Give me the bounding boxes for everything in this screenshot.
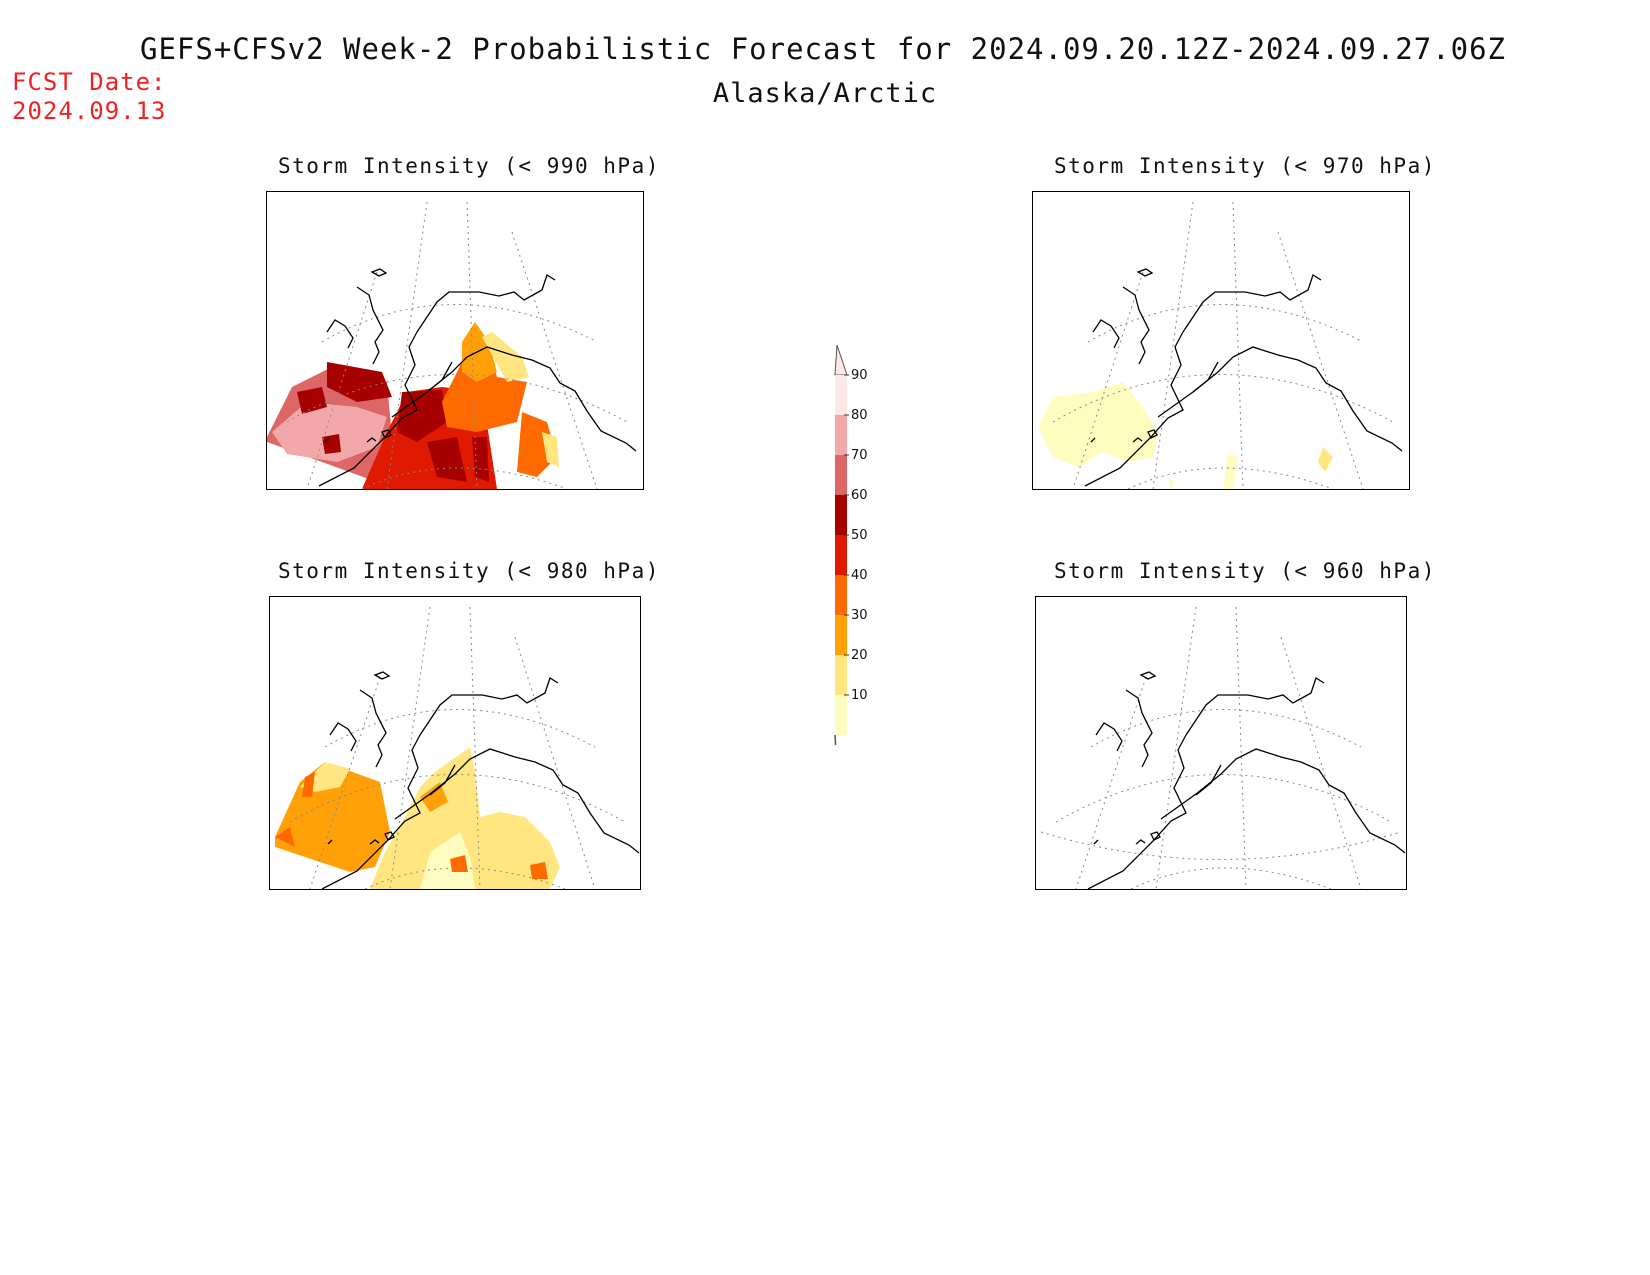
legend-label-90: 90: [851, 368, 868, 383]
legend-label-70: 70: [851, 448, 868, 463]
legend-label-30: 30: [851, 608, 868, 623]
map-graticule: [1040, 606, 1402, 889]
alaska-coastline: [321, 671, 640, 889]
map-panel-980: [269, 596, 641, 890]
legend-swatch-20: [835, 655, 847, 695]
panel-title-980: Storm Intensity (< 980 hPa): [278, 559, 660, 583]
legend-label-60: 60: [851, 488, 868, 503]
forecast-date-label: FCST Date:: [12, 68, 167, 96]
legend-swatch-10: [835, 695, 847, 735]
legend-swatch-50: [835, 535, 847, 575]
map-panel-970: [1032, 191, 1410, 490]
legend-label-20: 20: [851, 648, 868, 663]
legend-label-50: 50: [851, 528, 868, 543]
alaska-coastline: [1084, 268, 1403, 487]
alaska-coastline: [1087, 671, 1406, 889]
forecast-date-value: 2024.09.13: [12, 97, 167, 125]
map-graticule: [1052, 201, 1394, 489]
legend-label-80: 80: [851, 408, 868, 423]
legend-top-wedge: [834, 344, 848, 376]
probability-shading: [1038, 382, 1333, 489]
legend-swatch-80: [835, 415, 847, 455]
legend-label-10: 10: [851, 688, 868, 703]
legend-label-40: 40: [851, 568, 868, 583]
color-legend: 10 20 30 40 50 60 70 80 90: [820, 335, 880, 771]
legend-swatch-60: [835, 495, 847, 535]
region-subtitle: Alaska/Arctic: [712, 78, 938, 109]
legend-swatch-70: [835, 455, 847, 495]
map-panel-990: [266, 191, 644, 490]
panel-title-990: Storm Intensity (< 990 hPa): [278, 154, 660, 178]
alaska-coastline: [318, 268, 637, 487]
map-graticule: [286, 201, 628, 489]
legend-bottom-tail: [834, 734, 838, 771]
page-title: GEFS+CFSv2 Week-2 Probabilistic Forecast…: [140, 32, 1507, 66]
legend-swatch-90: [835, 375, 847, 415]
panel-title-970: Storm Intensity (< 970 hPa): [1054, 154, 1436, 178]
panel-title-960: Storm Intensity (< 960 hPa): [1054, 559, 1436, 583]
probability-shading: [267, 322, 559, 489]
map-panel-960: [1035, 596, 1407, 890]
legend-swatch-30: [835, 615, 847, 655]
map-graticule: [289, 606, 626, 889]
legend-swatch-40: [835, 575, 847, 615]
